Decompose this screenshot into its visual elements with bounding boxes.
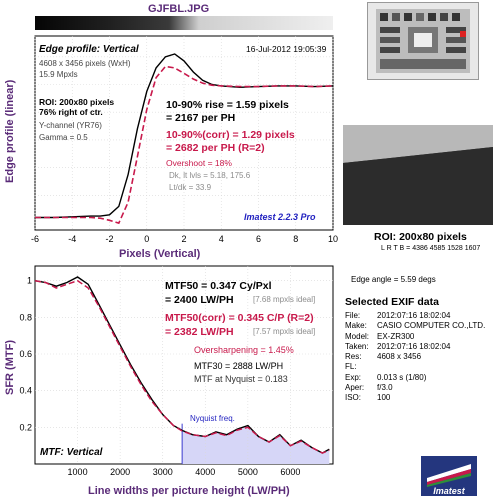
exif-value: 100	[377, 393, 391, 403]
mtf50-result: MTF50 = 0.347 Cy/Pxl	[165, 280, 272, 292]
channel-info: Y-channel (YR76)	[39, 121, 102, 130]
roi-info: ROI: 200x80 pixels	[39, 97, 115, 107]
edge-x-tick-label: 6	[256, 234, 261, 244]
mtf-x-tick-label: 6000	[280, 467, 300, 477]
dark-light-levels: Dk, lt lvls = 5.18, 175.6	[169, 171, 251, 180]
exif-value: 4608 x 3456	[377, 352, 422, 362]
test-chart-image	[376, 9, 470, 73]
logo-text: Imatest	[433, 486, 466, 496]
gamma-info: Gamma = 0.5	[39, 133, 88, 142]
nyquist-label: Nyquist freq.	[190, 414, 235, 423]
roi-lrtb-label: L R T B = 4386 4585 1528 1607	[381, 245, 481, 252]
edge-x-tick-label: -4	[68, 234, 76, 244]
mtf-x-tick-label: 2000	[110, 467, 130, 477]
exif-row: File: 2012:07:16 18:02:04	[345, 311, 485, 321]
mtf50-ideal: [7.68 mpxls ideal]	[253, 295, 316, 304]
image-mpxls: 15.9 Mpxls	[39, 70, 78, 79]
mtf-y-tick-label: 0.2	[19, 422, 32, 432]
exif-key: Exp:	[345, 372, 362, 382]
edge-plot-area	[34, 35, 334, 231]
mtf-at-nyquist: MTF at Nyquist = 0.183	[194, 374, 288, 384]
mtf-y-tick-label: 0.4	[19, 386, 32, 396]
mtf50-corr-result: MTF50(corr) = 0.345 C/P (R=2)	[165, 312, 314, 324]
mtf-x-tick-label: 1000	[68, 467, 88, 477]
edge-angle-label: Edge angle = 5.59 degs	[351, 275, 436, 284]
roi-crop-image	[343, 125, 493, 225]
exif-row: Aper: f/3.0	[345, 383, 485, 393]
exif-row: Model: EX-ZR300	[345, 332, 485, 342]
mtf50-corr-ideal: [7.57 mpxls ideal]	[253, 327, 316, 336]
exif-key: Aper:	[345, 383, 365, 393]
rise-per-ph: = 2167 per PH	[166, 112, 236, 124]
edge-profile-chart: -6 -4 -2 0 2 4 6 8 10	[31, 35, 338, 244]
roi-edge-image	[343, 125, 493, 225]
image-dims: 4608 x 3456 pixels (WxH)	[39, 59, 131, 68]
mtf30-value: MTF30 = 2888 LW/PH	[194, 361, 284, 371]
mtf50-lwph: = 2400 LW/PH	[165, 294, 234, 306]
nyquist-region	[182, 425, 330, 464]
exif-value: 2012:07:16 18:02:04	[377, 311, 451, 320]
exif-key: FL:	[345, 362, 357, 372]
rise-corr-result: 10-90%(corr) = 1.29 pixels	[166, 129, 295, 141]
exif-row: ISO: 100	[345, 393, 485, 403]
exif-title: Selected EXIF data	[345, 296, 439, 308]
edge-panel-title: Edge profile: Vertical	[39, 44, 139, 55]
edge-x-tick-label: -2	[105, 234, 113, 244]
exif-value: CASIO COMPUTER CO.,LTD.	[377, 321, 486, 331]
exif-value: 0.013 s (1/80)	[377, 372, 427, 382]
roi-position: 76% right of ctr.	[39, 107, 103, 117]
exif-list: File: 2012:07:16 18:02:04 Make: CASIO COMPU…	[345, 311, 485, 404]
mtf-x-tick-label: 4000	[195, 467, 215, 477]
exif-key: File:	[345, 311, 361, 320]
test-chart-thumbnail	[367, 2, 479, 80]
exif-row: Make: CASIO COMPUTER CO.,LTD.	[345, 321, 485, 331]
oversharpening-value: Oversharpening = 1.45%	[194, 345, 294, 355]
edge-profile-curve	[35, 53, 334, 219]
mtf-y-tick-label: 1	[27, 276, 32, 286]
mtf-y-axis-label: SFR (MTF)	[4, 340, 16, 395]
mtf-y-tick-label: 0.8	[19, 312, 32, 322]
exif-key: Taken:	[345, 341, 369, 351]
mtf-x-axis-label: Line widths per picture height (LW/PH)	[88, 485, 290, 497]
exif-row: FL:	[345, 362, 485, 372]
mtf-panel-title: MTF: Vertical	[40, 447, 103, 458]
exif-key: Res:	[345, 352, 362, 362]
overshoot-value: Overshoot = 18%	[166, 158, 232, 168]
mtf50-corr-lwph: = 2382 LW/PH	[165, 326, 234, 338]
edge-x-tick-label: 0	[144, 234, 149, 244]
exif-key: Make:	[345, 321, 367, 331]
rise-result: 10-90% rise = 1.59 pixels	[166, 99, 289, 111]
edge-x-tick-label: 2	[181, 234, 186, 244]
edge-y-axis-label: Edge profile (linear)	[4, 79, 16, 183]
imatest-version: Imatest 2.2.3 Pro	[244, 212, 316, 222]
imatest-logo: Imatest	[421, 456, 477, 496]
file-name: GJFBL.JPG	[148, 3, 210, 15]
exif-value: 2012:07:16 18:02:04	[377, 341, 451, 351]
edge-x-tick-label: -6	[31, 234, 39, 244]
edge-timestamp: 16-Jul-2012 19:05:39	[246, 44, 327, 54]
light-dark-ratio: Lt/dk = 33.9	[169, 183, 212, 192]
rise-corr-per-ph: = 2682 per PH (R=2)	[166, 142, 265, 154]
roi-size-label: ROI: 200x80 pixels	[374, 231, 467, 243]
edge-corrected-curve	[35, 65, 334, 225]
exif-key: ISO:	[345, 393, 362, 403]
edge-x-tick-label: 8	[293, 234, 298, 244]
mtf-chart: 1000 2000 3000 4000 5000 6000 0.2 0.4 0.6 0.8 1	[19, 265, 334, 477]
exif-row: Exp: 0.013 s (1/80)	[345, 373, 485, 383]
mtf-y-tick-label: 0.6	[19, 349, 32, 359]
mtf-x-tick-label: 5000	[238, 467, 258, 477]
edge-x-axis-label: Pixels (Vertical)	[119, 248, 201, 260]
mtf-x-tick-label: 3000	[153, 467, 173, 477]
logo-graphic: Imatest	[421, 456, 477, 496]
exif-key: Model:	[345, 331, 370, 341]
exif-value: f/3.0	[377, 383, 393, 393]
edge-x-tick-label: 10	[328, 234, 338, 244]
edge-x-tick-label: 4	[219, 234, 224, 244]
exif-row: Taken: 2012:07:16 18:02:04	[345, 342, 485, 352]
exif-value: EX-ZR300	[377, 331, 415, 341]
exif-row: Res: 4608 x 3456	[345, 352, 485, 362]
mtf-corrected-curve	[34, 279, 330, 454]
edge-gradient-bar	[35, 16, 333, 30]
